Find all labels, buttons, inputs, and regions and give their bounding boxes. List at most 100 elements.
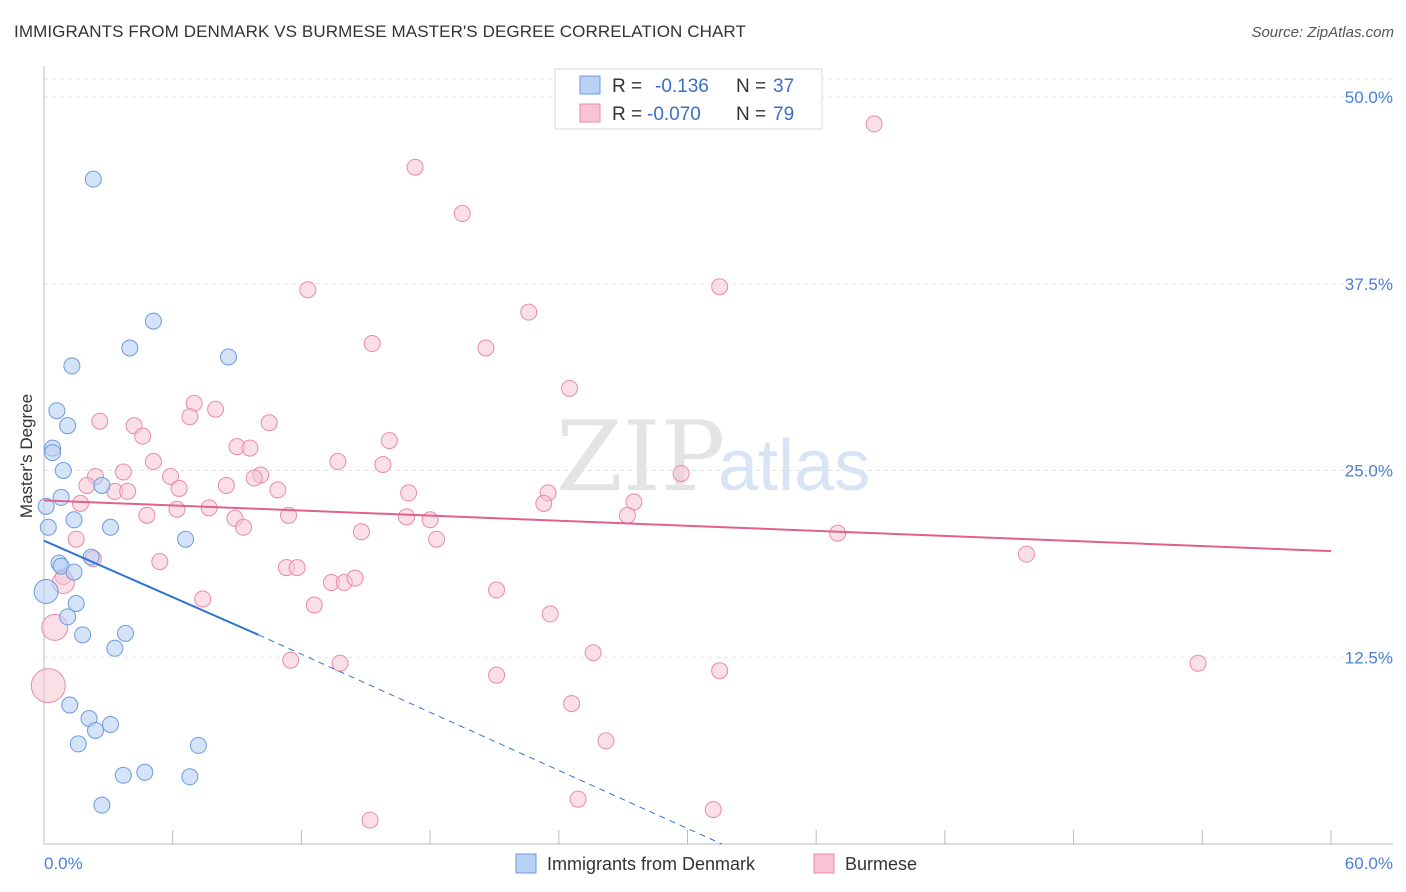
burmese-point-23	[114, 463, 132, 481]
x-tick-max: 60.0%	[1345, 854, 1393, 873]
burmese-point-2	[453, 205, 471, 223]
legend-denmark-n-value: 37	[773, 76, 794, 97]
burmese-point-14	[260, 414, 278, 432]
burmese-point-0	[865, 115, 883, 133]
denmark-point-36	[93, 796, 111, 814]
burmese-point-5	[520, 303, 538, 321]
denmark-point-11	[52, 488, 70, 506]
watermark-zip: ZIP	[556, 401, 725, 513]
burmese-point-47	[234, 518, 252, 536]
burmese-point-18	[241, 439, 259, 457]
denmark-point-24	[74, 626, 92, 644]
burmese-point-76	[569, 790, 587, 808]
burmese-point-26	[245, 469, 263, 487]
legend-denmark-r-label: R =	[612, 76, 642, 97]
denmark-point-25	[117, 624, 135, 642]
y-tick-labels: 12.5% 25.0% 37.5% 50.0%	[1345, 88, 1393, 667]
y-tick-label-1: 25.0%	[1345, 462, 1393, 481]
watermark-atlas: atlas	[718, 426, 870, 506]
burmese-point-4	[711, 278, 729, 296]
denmark-point-14	[39, 518, 57, 536]
burmese-point-72	[488, 666, 506, 684]
burmese-point-27	[672, 464, 690, 482]
denmark-point-3	[63, 357, 81, 375]
denmark-point-22	[67, 594, 85, 612]
burmese-point-12	[91, 412, 109, 430]
burmese-point-74	[563, 695, 581, 713]
legend-burmese-swatch	[579, 103, 601, 123]
burmese-point-7	[477, 339, 495, 357]
denmark-point-4	[219, 348, 237, 366]
bottom-legend-burmese-swatch	[813, 853, 835, 874]
denmark-point-20	[65, 563, 83, 581]
burmese-point-49	[829, 524, 847, 542]
top-legend: R = -0.136 N = 37 R = -0.070 N = 79	[554, 68, 823, 130]
burmese-trend-line	[43, 499, 1332, 553]
burmese-point-16	[380, 432, 398, 450]
legend-denmark-swatch	[579, 75, 601, 95]
chart-title: IMMIGRANTS FROM DENMARK VS BURMESE MASTE…	[14, 22, 746, 41]
burmese-point-41	[138, 506, 156, 524]
denmark-point-32	[189, 736, 207, 754]
burmese-point-32	[217, 476, 235, 494]
burmese-point-52	[1017, 545, 1035, 563]
burmese-point-24	[162, 467, 180, 485]
burmese-point-30	[119, 482, 137, 500]
burmese-point-20	[329, 453, 347, 471]
burmese-point-75	[597, 732, 615, 750]
y-axis-label: Master's Degree	[17, 394, 36, 518]
burmese-point-70	[711, 662, 729, 680]
denmark-point-34	[136, 763, 154, 781]
burmese-point-68	[282, 651, 300, 669]
source-credit: Source: ZipAtlas.com	[1251, 24, 1394, 41]
legend-burmese-n-value: 79	[773, 104, 794, 125]
axis-layer	[43, 66, 1393, 845]
legend-burmese-r-label: R =	[612, 104, 642, 125]
denmark-point-30	[101, 715, 119, 733]
denmark-points	[33, 170, 237, 814]
y-tick-label-2: 37.5%	[1345, 275, 1393, 294]
burmese-point-73	[30, 668, 66, 704]
denmark-point-5	[48, 402, 66, 420]
burmese-points	[30, 115, 1207, 829]
denmark-point-31	[69, 735, 87, 753]
burmese-point-6	[363, 335, 381, 353]
denmark-point-0	[84, 170, 102, 188]
denmark-point-27	[61, 696, 79, 714]
burmese-point-1	[406, 158, 424, 176]
denmark-point-2	[121, 339, 139, 357]
burmese-point-64	[305, 596, 323, 614]
burmese-point-28	[78, 476, 96, 494]
denmark-point-15	[101, 518, 119, 536]
burmese-point-65	[541, 605, 559, 623]
denmark-trend-extension	[258, 634, 723, 845]
burmese-point-34	[400, 484, 418, 502]
denmark-point-8	[44, 444, 62, 462]
bottom-legend-denmark-label: Immigrants from Denmark	[547, 854, 756, 874]
burmese-point-50	[67, 530, 85, 548]
burmese-point-78	[361, 811, 379, 829]
burmese-point-8	[561, 379, 579, 397]
burmese-point-39	[535, 494, 553, 512]
burmese-point-3	[299, 281, 317, 299]
denmark-point-1	[144, 312, 162, 330]
grid-layer	[44, 78, 1393, 658]
denmark-point-35	[181, 768, 199, 786]
denmark-point-17	[82, 548, 100, 566]
bottom-legend-denmark-swatch	[515, 853, 537, 874]
burmese-point-69	[331, 654, 349, 672]
burmese-point-51	[428, 530, 446, 548]
y-tick-label-0: 12.5%	[1345, 648, 1393, 667]
burmese-point-37	[168, 500, 186, 518]
denmark-trend-line	[43, 539, 259, 636]
burmese-point-43	[398, 508, 416, 526]
trend-lines	[43, 499, 1332, 845]
burmese-point-31	[170, 479, 188, 497]
bottom-legend-burmese-label: Burmese	[845, 854, 917, 874]
burmese-point-48	[352, 523, 370, 541]
denmark-point-6	[59, 417, 77, 435]
denmark-point-33	[114, 766, 132, 784]
burmese-point-67	[584, 644, 602, 662]
denmark-point-26	[106, 639, 124, 657]
